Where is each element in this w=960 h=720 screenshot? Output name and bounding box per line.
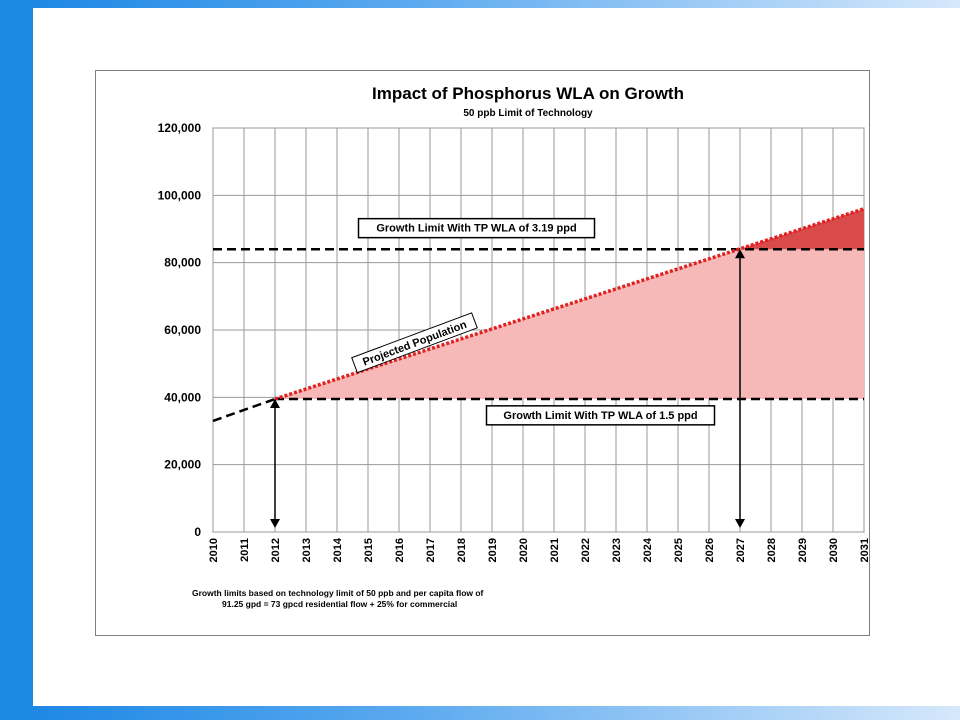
limit-callout-high-box [357, 217, 596, 239]
slide-frame-left [0, 0, 33, 720]
slide-frame-top [33, 0, 960, 8]
x-tick-label: 2012 [270, 538, 282, 562]
chart-svg: Impact of Phosphorus WLA on Growth 50 pp… [158, 84, 869, 609]
x-tick-label: 2031 [859, 538, 869, 562]
chart-panel: Impact of Phosphorus WLA on Growth 50 pp… [95, 70, 870, 636]
chart-subtitle: 50 ppb Limit of Technology [463, 108, 593, 119]
limit-callout-low-box [485, 405, 716, 426]
historical-population-line [212, 397, 276, 423]
limit-callout-high-text: Growth Limit With TP WLA of 3.19 ppd [376, 223, 576, 235]
x-tick-label: 2020 [518, 538, 530, 562]
line-layer [212, 207, 865, 528]
y-tick-label: 100,000 [158, 188, 202, 202]
y-tick-label: 40,000 [164, 390, 201, 404]
x-tick-label: 2027 [735, 538, 747, 562]
x-tick-label: 2021 [549, 538, 561, 562]
arrow-head-bottom-2 [735, 519, 745, 528]
growth-range-fill [275, 249, 864, 400]
x-tick-label: 2017 [425, 538, 437, 562]
x-tick-label: 2010 [208, 538, 220, 562]
x-tick-label: 2030 [828, 538, 840, 562]
x-tick-label: 2013 [301, 538, 313, 562]
limit-callout-low: Growth Limit With TP WLA of 1.5 ppd [485, 405, 716, 426]
x-tick-label: 2011 [239, 538, 251, 562]
projected-population-line [274, 207, 865, 401]
arrow-head-bottom-1 [270, 519, 280, 528]
x-tick-label: 2023 [611, 538, 623, 562]
limit-callout-low-text: Growth Limit With TP WLA of 1.5 ppd [503, 410, 697, 422]
arrow-head-top-1 [270, 399, 280, 409]
y-tick-label: 60,000 [164, 323, 201, 337]
x-tick-label: 2029 [797, 538, 809, 562]
chart-title: Impact of Phosphorus WLA on Growth [372, 84, 684, 103]
arrow-head-top-2 [735, 249, 745, 259]
footnote-line-2: 91.25 gpd = 73 gpcd residential flow + 2… [222, 599, 457, 609]
slide-frame-bottom [33, 706, 960, 720]
x-tick-label: 2019 [487, 538, 499, 562]
x-tick-label: 2016 [394, 538, 406, 562]
x-tick-label: 2024 [642, 537, 654, 562]
projected-population-label-box [351, 312, 478, 374]
y-tick-label: 20,000 [164, 458, 201, 472]
x-tick-label: 2014 [332, 537, 344, 562]
x-tick-label: 2022 [580, 538, 592, 562]
x-tick-label: 2028 [766, 538, 778, 562]
x-tick-label: 2025 [673, 538, 685, 562]
y-tick-label: 80,000 [164, 256, 201, 270]
x-tick-label: 2018 [456, 538, 468, 562]
limit-callout-high: Growth Limit With TP WLA of 3.19 ppd [357, 217, 596, 239]
footnote-line-1: Growth limits based on technology limit … [192, 588, 484, 598]
x-tick-label: 2026 [704, 538, 716, 562]
y-tick-label: 120,000 [158, 121, 202, 135]
y-tick-label: 0 [194, 525, 201, 539]
x-tick-label: 2015 [363, 538, 375, 562]
